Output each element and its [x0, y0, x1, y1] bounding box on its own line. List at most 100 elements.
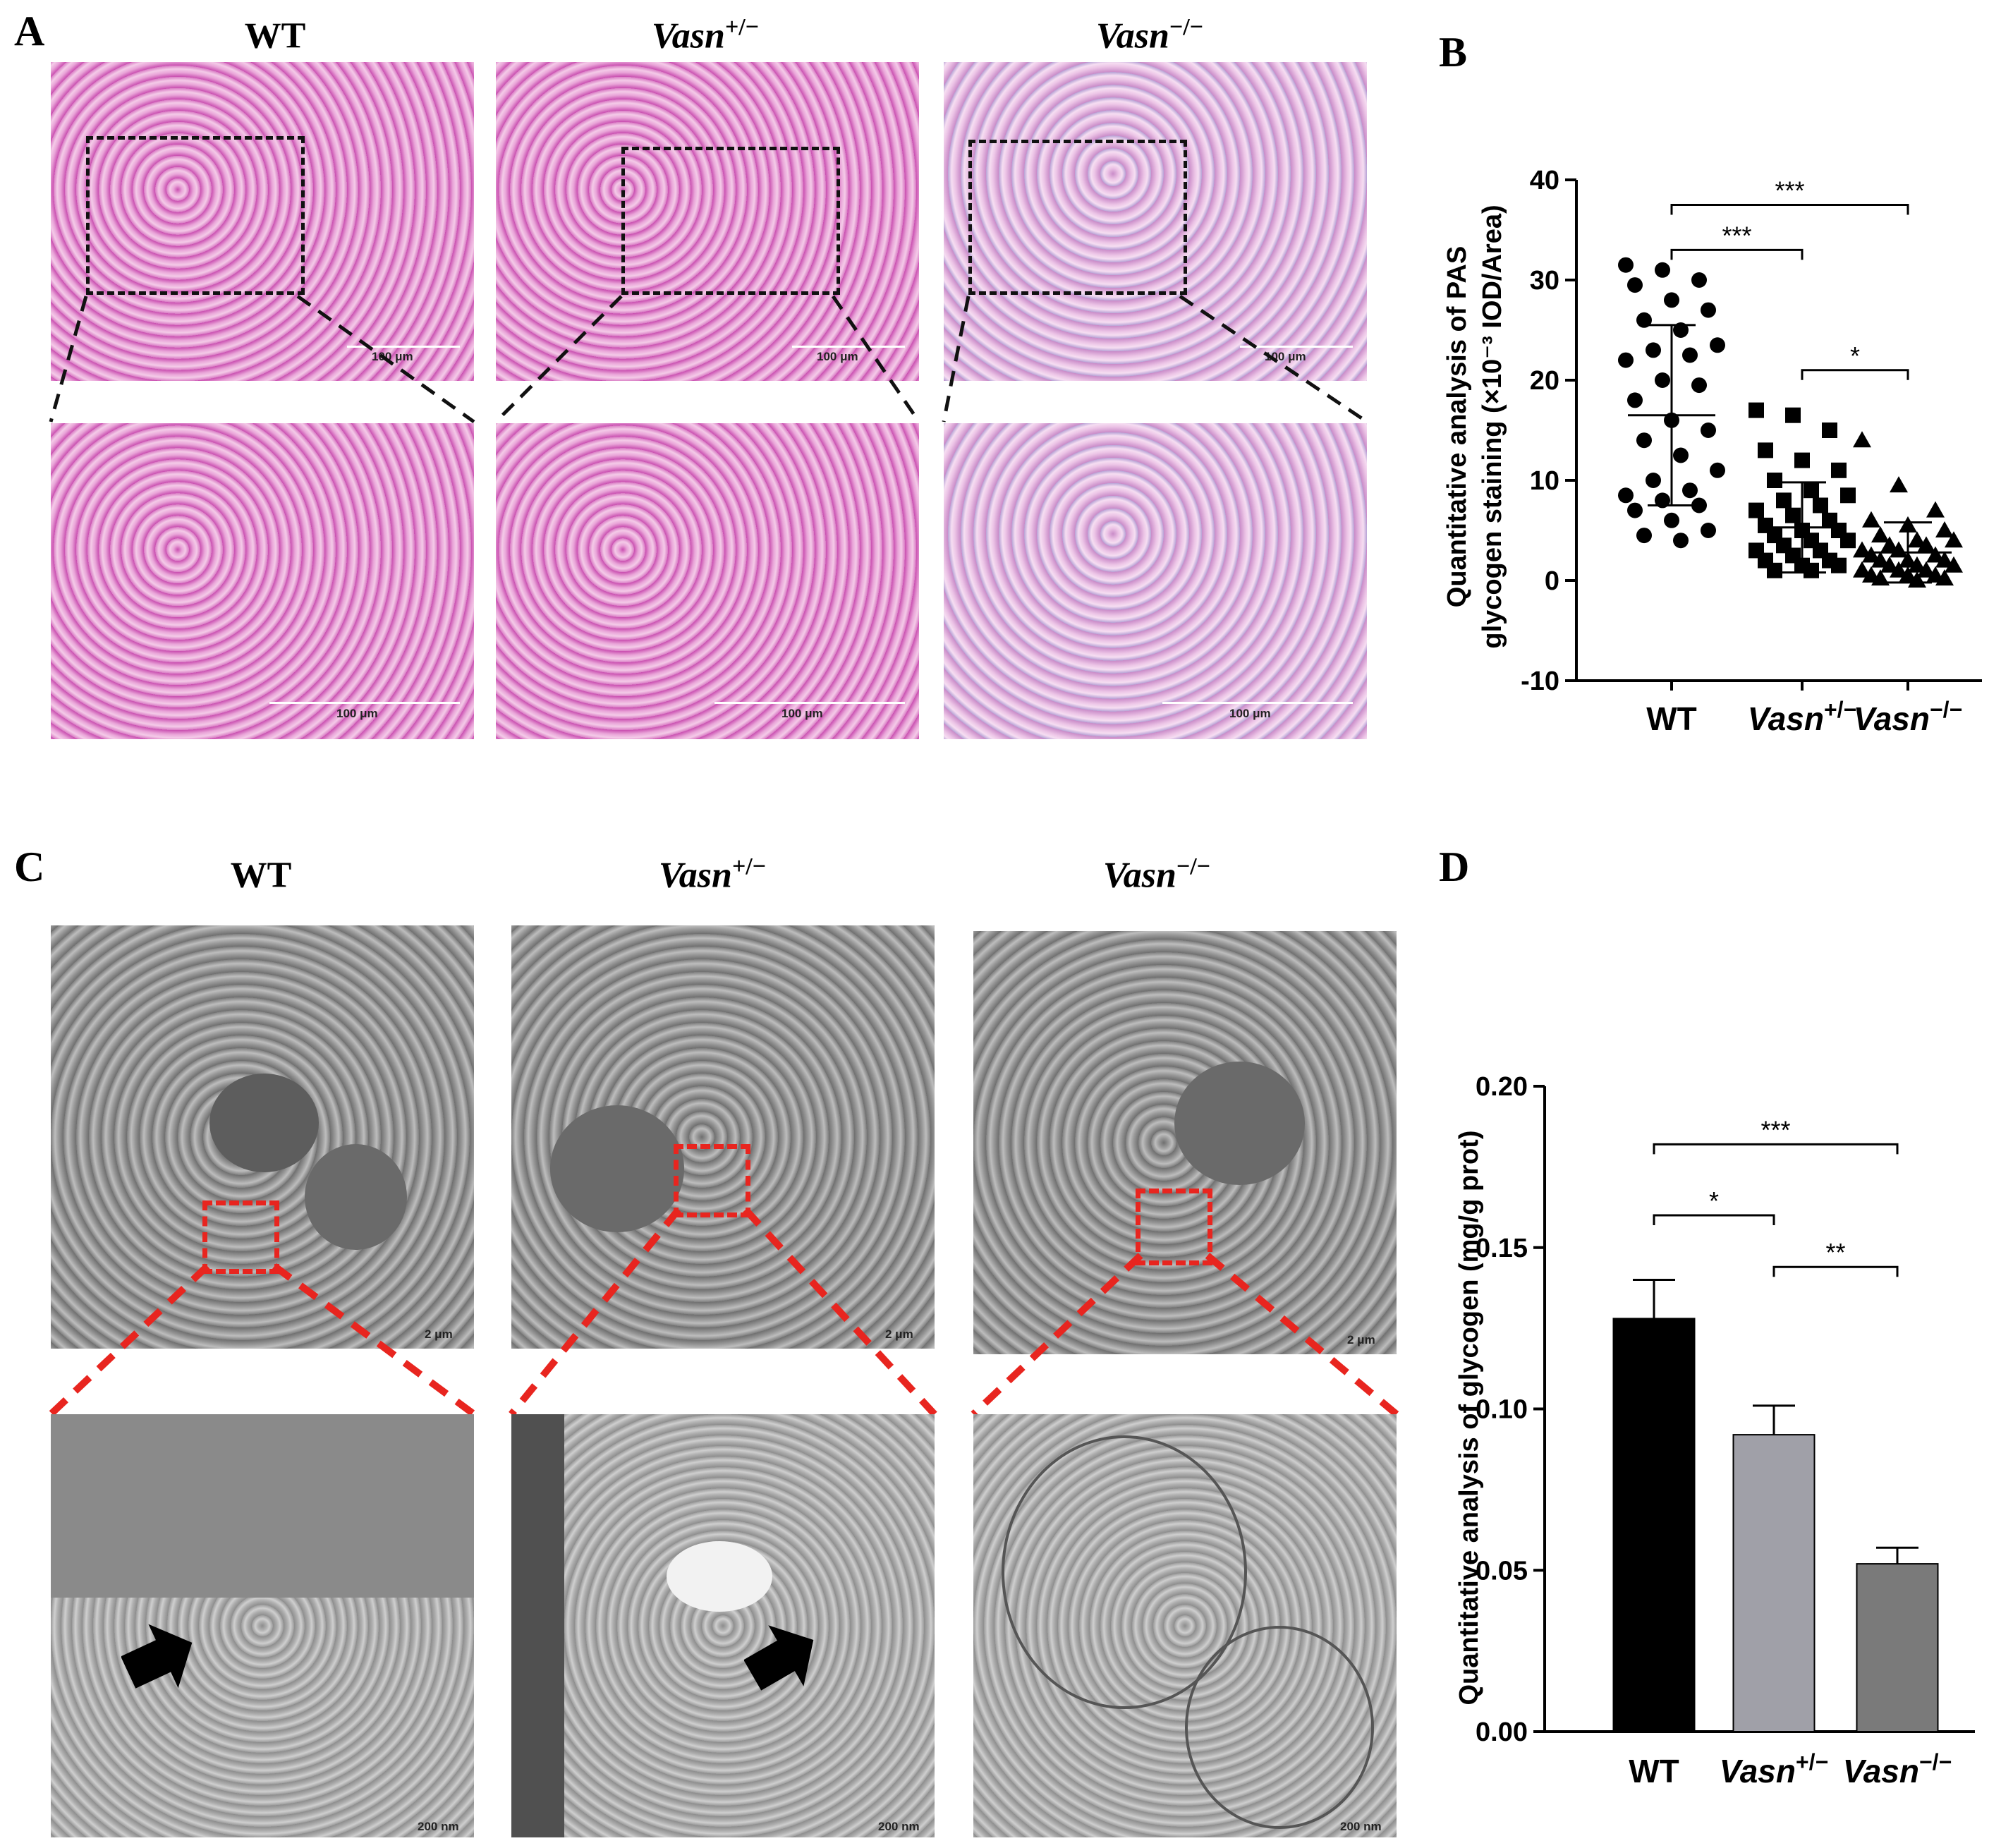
nucleus [209, 1074, 319, 1172]
panel-c-title-ko: Vasn−/− [1102, 853, 1211, 896]
data-point [1636, 432, 1652, 449]
data-point [1618, 257, 1634, 273]
em-micrograph-het-high: 200 nm [511, 1414, 935, 1837]
zoom-region-box [202, 1200, 279, 1274]
scale-bar [792, 346, 905, 348]
x-tick-label: WT [1646, 700, 1697, 734]
data-point [1673, 447, 1689, 463]
nucleus [305, 1144, 407, 1250]
data-point [1646, 473, 1661, 488]
scale-bar [1162, 702, 1353, 704]
data-point [1691, 272, 1707, 288]
bar [1612, 1318, 1696, 1732]
data-point [1908, 556, 1926, 573]
panel-a-zoom-connectors [49, 294, 1368, 424]
data-point [1701, 523, 1716, 538]
pas-micrograph-wt-low: 100 μm [51, 62, 474, 381]
data-point [1682, 347, 1698, 363]
scale-bar-label: 100 μm [1229, 707, 1271, 720]
y-tick-label: 0.10 [1476, 1395, 1528, 1425]
y-tick-label: 0.05 [1476, 1556, 1528, 1586]
data-point [1917, 561, 1935, 578]
data-point [1785, 507, 1801, 523]
panel-a-title-ko: Vasn−/− [1095, 14, 1204, 56]
nucleus [1174, 1062, 1305, 1185]
scale-bar [269, 702, 460, 704]
y-tick-label: 0.15 [1476, 1234, 1528, 1263]
data-point [1673, 322, 1689, 338]
panel-a-title-wt: WT [244, 16, 306, 56]
scale-bar-label: 200 nm [878, 1820, 920, 1833]
data-point [1701, 423, 1716, 438]
data-point [1767, 473, 1782, 488]
pas-micrograph-ko-high: 100 μm [944, 423, 1367, 739]
data-point [1758, 442, 1773, 458]
data-point [1831, 462, 1847, 478]
mitochondrion [1185, 1626, 1374, 1829]
scale-bar [1240, 346, 1353, 348]
em-micrograph-wt-high: 200 nm [51, 1414, 474, 1837]
data-point [1655, 492, 1670, 509]
data-point [1710, 337, 1725, 353]
data-point [1682, 482, 1698, 499]
x-tick-label: Vasn+/− [1748, 697, 1857, 734]
pas-micrograph-het-high: 100 μm [496, 423, 919, 739]
nucleus-edge [511, 1414, 564, 1837]
data-point [1917, 536, 1935, 553]
em-micrograph-wt-low: 2 μm [51, 925, 474, 1349]
data-point [1926, 501, 1945, 518]
mitochondrion [1002, 1435, 1247, 1709]
data-point [1664, 292, 1679, 308]
data-point [1804, 482, 1819, 499]
data-point [1935, 521, 1954, 537]
data-point [1664, 512, 1679, 528]
panel-c-zoom-connectors [48, 1207, 1399, 1418]
data-point [1691, 377, 1707, 394]
scale-bar-label: 2 μm [885, 1327, 913, 1341]
data-point [1673, 533, 1689, 549]
data-point [1701, 302, 1716, 318]
scale-bar-label: 100 μm [817, 350, 858, 363]
y-tick-label: 40 [1530, 166, 1559, 195]
data-point [1618, 352, 1634, 368]
data-point [1767, 562, 1782, 578]
significance-label: *** [1760, 1115, 1790, 1144]
data-point [1804, 562, 1819, 578]
y-tick-label: 20 [1530, 366, 1559, 396]
significance-bracket [1653, 1214, 1775, 1225]
data-point [1655, 262, 1670, 278]
data-point [1691, 497, 1707, 513]
pas-micrograph-het-low: 100 μm [496, 62, 919, 381]
bar [1856, 1563, 1939, 1732]
em-micrograph-het-low: 2 μm [511, 925, 935, 1349]
data-point [1627, 502, 1643, 518]
pas-micrograph-wt-high: 100 μm [51, 423, 474, 739]
zoom-region-box [968, 140, 1187, 295]
scale-bar [714, 702, 905, 704]
data-point [1840, 487, 1856, 504]
data-point [1871, 526, 1890, 543]
panel-c-title-wt: WT [230, 855, 292, 896]
scale-bar-label: 200 nm [1340, 1820, 1382, 1833]
significance-label: * [1709, 1186, 1719, 1215]
data-point [1871, 551, 1890, 568]
data-point [1862, 546, 1880, 563]
y-tick-label: 0 [1545, 566, 1559, 596]
data-point [1880, 536, 1899, 553]
arrow-icon [744, 1625, 814, 1691]
data-point [1618, 487, 1634, 504]
data-point [1794, 452, 1810, 468]
nucleus [550, 1105, 684, 1232]
data-point [1776, 492, 1792, 509]
significance-label: *** [1722, 221, 1751, 250]
vacuole [667, 1541, 772, 1612]
pas-micrograph-ko-low: 100 μm [944, 62, 1367, 381]
data-point [1840, 533, 1856, 549]
x-tick-label: Vasn−/− [1843, 1749, 1952, 1789]
panel-a-letter: A [14, 8, 45, 54]
panel-a-title-het: Vasn+/− [651, 14, 760, 56]
panel-d-chart: Quantitative analysis of glycogen (mg/g … [1454, 1072, 1975, 1789]
data-point [1627, 392, 1643, 408]
scale-bar-label: 2 μm [425, 1327, 453, 1341]
data-point [1636, 312, 1652, 328]
